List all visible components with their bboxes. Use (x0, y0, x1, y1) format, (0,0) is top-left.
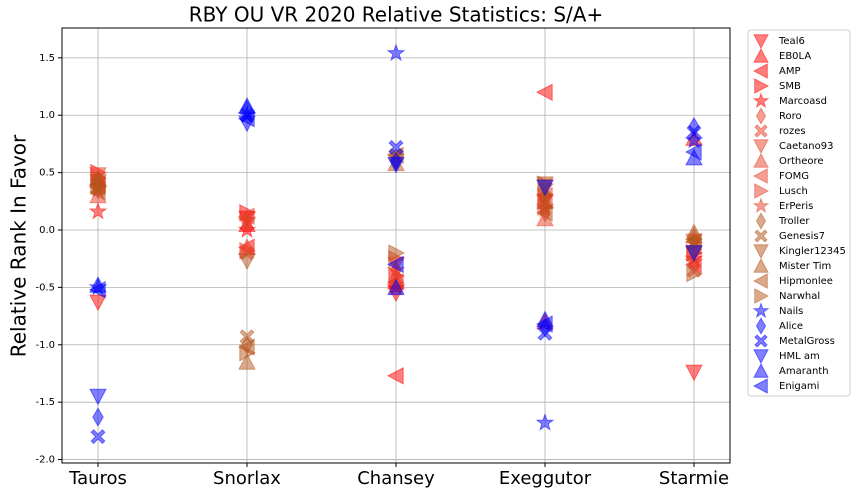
data-point (685, 364, 703, 382)
data-point (388, 244, 406, 262)
legend-label: Genesis7 (779, 231, 825, 242)
legend-label: Alice (779, 321, 803, 332)
legend-label: MetalGross (779, 336, 835, 347)
data-point (92, 407, 104, 427)
y-tick-label: 0.0 (39, 225, 55, 236)
legend-marker (752, 378, 768, 394)
data-point (686, 264, 704, 283)
legend-marker (752, 273, 768, 289)
legend-marker (753, 362, 769, 378)
y-tick-label: -0.5 (35, 282, 55, 293)
data-point (237, 210, 257, 229)
data-point (388, 139, 404, 155)
x-tick-label: Chansey (357, 468, 435, 489)
chart-title: RBY OU VR 2020 Relative Statistics: S/A+ (189, 3, 603, 27)
legend-marker (752, 63, 768, 79)
legend-label: AMP (779, 66, 801, 77)
legend-label: Marcoasd (779, 96, 827, 107)
data-point (535, 412, 555, 431)
data-point (90, 429, 106, 445)
legend-marker (753, 152, 769, 168)
legend-label: Kingler12345 (779, 246, 846, 257)
legend-label: Amaranth (779, 366, 829, 377)
y-tick-label: -2.0 (35, 455, 55, 466)
legend-marker (753, 34, 769, 50)
legend-marker (753, 244, 769, 260)
legend-label: Ortheore (779, 156, 824, 167)
legend-label: Troller (778, 216, 810, 227)
legend-marker (753, 257, 769, 273)
legend-marker (752, 168, 768, 184)
y-tick-label: -1.0 (35, 340, 55, 351)
x-tick-label: Exeggutor (499, 468, 592, 489)
legend-label: EB0LA (779, 51, 811, 62)
legend-label: Hipmonlee (779, 276, 833, 287)
legend-label: SMB (779, 81, 801, 92)
data-point (90, 177, 108, 196)
legend-label: FOMG (779, 171, 809, 182)
data-point (386, 366, 404, 385)
y-tick-label: 1.0 (39, 110, 55, 121)
legend-label: Teal6 (778, 36, 805, 47)
legend-label: HML am (779, 351, 820, 362)
legend-label: ErPeris (779, 201, 813, 212)
y-tick-label: 1.5 (39, 53, 55, 64)
legend-label: Nails (779, 306, 803, 317)
legend-marker (754, 229, 768, 243)
data-point (89, 294, 107, 312)
data-point (684, 143, 702, 161)
legend-marker (754, 183, 770, 199)
legend-box (747, 29, 851, 397)
y-tick-label: -1.5 (35, 397, 55, 408)
data-point (238, 253, 256, 271)
legend-marker (754, 78, 770, 94)
data-point (535, 83, 553, 102)
legend-marker (753, 139, 769, 155)
data-point (535, 203, 553, 222)
data-point (239, 343, 257, 362)
legend-marker (754, 334, 768, 348)
legend-label: Caetano93 (779, 141, 834, 152)
legend-marker (752, 302, 770, 319)
legend-label: Enigami (779, 381, 819, 392)
data-point (386, 255, 404, 274)
legend-marker (755, 212, 767, 230)
legend-marker (754, 124, 768, 138)
x-tick-label: Starmie (659, 468, 729, 489)
plot-frame (61, 27, 731, 464)
legend-label: Roro (779, 111, 802, 122)
x-tick-label: Snorlax (213, 468, 281, 489)
data-point (387, 156, 405, 174)
data-point (88, 280, 106, 299)
data-point (386, 43, 406, 62)
legend-label: rozes (779, 126, 806, 137)
data-point (237, 109, 255, 128)
legend-marker (752, 92, 770, 109)
legend-marker (755, 317, 767, 335)
legend-label: Mister Tim (779, 261, 831, 272)
data-point (535, 315, 553, 333)
data-point (685, 245, 703, 263)
legend-marker (755, 107, 767, 125)
data-point (536, 179, 554, 197)
data-point (238, 96, 256, 114)
legend-label: Lusch (779, 186, 808, 197)
legend-label: Narwhal (779, 291, 820, 302)
legend-marker (753, 47, 769, 63)
y-axis-label: Relative Rank In Favor (7, 134, 31, 357)
data-point (686, 124, 702, 140)
data-point (89, 388, 107, 406)
y-tick-label: 0.5 (39, 168, 55, 179)
legend-marker (754, 288, 770, 304)
legend-marker (753, 349, 769, 365)
legend-marker (752, 197, 770, 214)
data-point (88, 201, 108, 220)
x-tick-label: Tauros (68, 468, 127, 489)
data-point (387, 278, 405, 296)
data-point (238, 352, 256, 370)
